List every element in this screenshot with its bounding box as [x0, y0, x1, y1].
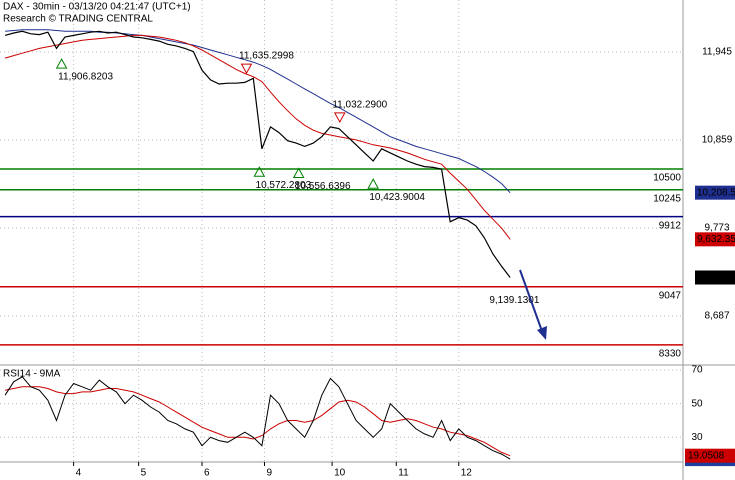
rsi-line [4, 376, 511, 460]
chart-subtitle: Research © TRADING CENTRAL [3, 14, 153, 25]
rsi-tick-label: 50 [691, 398, 703, 409]
last-value-box [695, 270, 735, 285]
y-tick-label: 9,773 [704, 223, 729, 234]
low-label: 11,906.8203 [58, 72, 113, 83]
high-marker [333, 112, 346, 123]
last-value-label: 9,632.35 [697, 234, 735, 245]
last-value-box [695, 185, 735, 200]
low-label: 10,423.9004 [369, 192, 425, 203]
x-tick-label: 10 [334, 468, 346, 479]
x-tick-label: 12 [461, 468, 473, 479]
last-value-label: 10,208.5 [697, 187, 735, 198]
forecast-arrow [519, 269, 544, 335]
y-tick-label: 10,859 [702, 135, 733, 146]
level-label: 9047 [659, 290, 682, 301]
low-marker [55, 58, 68, 69]
x-tick-label: 11 [398, 468, 409, 479]
note-label: 9,139.1301 [489, 295, 539, 306]
level-label: 10500 [653, 173, 681, 184]
moving-average [4, 34, 511, 240]
y-tick-label: 8,687 [704, 311, 729, 322]
low-marker [253, 166, 266, 177]
last-value-box [695, 232, 735, 247]
chart-title: DAX - 30min - 03/13/20 04:21:47 (UTC+1) [3, 2, 191, 13]
x-tick-label: 4 [76, 468, 82, 479]
level-label: 10245 [653, 193, 681, 204]
rsi-value-box [685, 448, 735, 463]
level-label: 8330 [659, 348, 682, 359]
x-tick-label: 9 [266, 468, 272, 479]
x-tick-label: 6 [204, 468, 210, 479]
last-value-label: 9,161.13 [697, 272, 735, 283]
price-line [4, 30, 511, 278]
low-label: 10,556.6396 [295, 181, 351, 192]
level-label: 9912 [659, 220, 682, 231]
rsi-tick-label: 30 [691, 432, 703, 443]
low-marker [367, 178, 380, 189]
low-marker [292, 167, 305, 178]
y-tick-label: 11,945 [702, 47, 732, 58]
forecast-arrowhead [537, 326, 547, 340]
high-marker [240, 63, 253, 75]
high-label: 11,635.2998 [239, 51, 294, 62]
moving-average [5, 29, 511, 194]
low-label: 10,572.2803 [256, 180, 312, 191]
rsi-title: RSI14 - 9MA [3, 369, 61, 380]
rsi-tick-label: 70 [691, 365, 703, 376]
high-label: 11,032.2900 [332, 100, 387, 111]
rsi-line [5, 386, 511, 457]
x-tick-label: 5 [141, 468, 147, 479]
rsi-value-label: 19.0508 [688, 450, 725, 461]
